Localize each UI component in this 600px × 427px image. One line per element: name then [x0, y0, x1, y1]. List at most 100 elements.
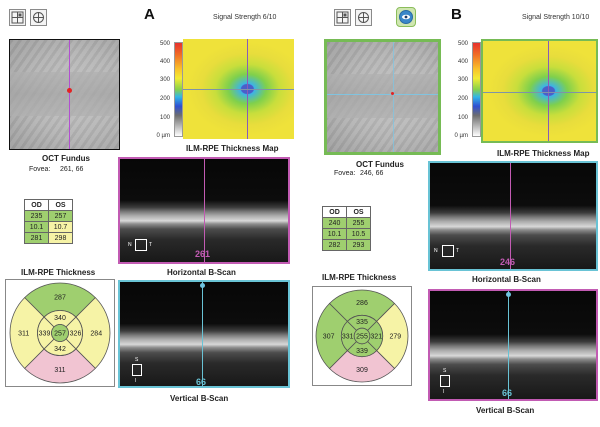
- horizontal-b-scan-label: Horizontal B-Scan: [472, 275, 541, 284]
- horizontal-b-scan[interactable]: 261 N T: [118, 157, 290, 264]
- grid-layout-button[interactable]: [334, 9, 351, 26]
- horizontal-b-scan[interactable]: 246 N T: [428, 161, 598, 271]
- etdrs-value-inner-top: 335: [356, 319, 368, 326]
- orient-temporal: T: [149, 242, 153, 248]
- ilm-rpe-thickness-map[interactable]: [183, 39, 294, 139]
- oct-fundus-image[interactable]: [324, 39, 441, 155]
- fovea-marker: [391, 92, 394, 95]
- target-view-button[interactable]: [30, 9, 47, 26]
- scale-tick: 500: [159, 41, 170, 47]
- table-cell: 235: [24, 210, 49, 222]
- etdrs-value-inner-bottom: 342: [54, 346, 66, 353]
- target-view-button[interactable]: [355, 9, 372, 26]
- etdrs-value-center: 255: [356, 334, 368, 341]
- scan-position-marker: [506, 292, 511, 297]
- target-icon: [33, 12, 44, 23]
- orientation-box: [440, 375, 450, 387]
- horizontal-b-scan-label: Horizontal B-Scan: [167, 268, 236, 277]
- fovea-label: Fovea:: [334, 170, 356, 177]
- scale-tick: 0 µm: [454, 133, 468, 139]
- vertical-scan-position: 66: [502, 388, 513, 398]
- orient-inferior: I: [135, 378, 137, 384]
- table-cell: 257: [48, 210, 73, 222]
- scale-tick: 400: [159, 59, 170, 65]
- orient-inferior: I: [443, 389, 445, 395]
- od-os-table: OD OS 235 257 10.1 10.7 281 298: [24, 199, 73, 244]
- vertical-b-scan-label: Vertical B-Scan: [170, 394, 229, 403]
- etdrs-value-outer-left: 307: [323, 334, 335, 341]
- od-os-table: OD OS 240 255 10.1 10.5 282 293: [322, 206, 371, 251]
- horizontal-scan-line: [393, 42, 394, 152]
- scale-tick: 200: [457, 96, 468, 102]
- etdrs-grid-frame: 287 311 311 284 340 342 339 326 257: [5, 279, 115, 387]
- etdrs-value-center: 257: [54, 331, 66, 338]
- target-icon: [358, 12, 369, 23]
- table-cell: 281: [24, 232, 49, 244]
- oct-fundus-image[interactable]: [9, 39, 120, 150]
- orientation-box: [135, 239, 147, 251]
- table-cell: 10.1: [24, 221, 49, 233]
- etdrs-value-inner-right: 326: [70, 331, 82, 338]
- table-cell: 298: [48, 232, 73, 244]
- panel-letter: A: [144, 6, 155, 23]
- ilm-rpe-thickness-label: ILM-RPE Thickness: [322, 273, 397, 282]
- vertical-b-scan-label: Vertical B-Scan: [476, 406, 535, 415]
- etdrs-center-sector: [51, 324, 69, 342]
- table-header: OD: [24, 199, 49, 211]
- scale-tick: 500: [457, 41, 468, 47]
- grid-layout-button[interactable]: [9, 9, 26, 26]
- panel-letter: B: [451, 6, 462, 23]
- orient-nasal: N: [128, 242, 132, 248]
- etdrs-value-outer-top: 286: [356, 300, 368, 307]
- vertical-b-scan[interactable]: 66 S I: [428, 289, 598, 401]
- fovea-marker: [67, 88, 72, 93]
- signal-strength: Signal Strength 10/10: [522, 14, 590, 21]
- orientation-box: [442, 245, 454, 257]
- eye-badge-icon: [399, 10, 413, 24]
- grid-layout-icon: [336, 11, 349, 24]
- scale-tick: 100: [159, 115, 170, 121]
- table-cell: 240: [322, 217, 347, 229]
- scale-tick: 300: [159, 77, 170, 83]
- scale-tick: 300: [457, 77, 468, 83]
- table-cell: 282: [322, 239, 347, 251]
- etdrs-value-outer-right: 284: [90, 331, 102, 338]
- table-header: OS: [346, 206, 371, 218]
- orient-superior: S: [443, 368, 447, 374]
- thickness-color-scale: [472, 42, 481, 137]
- thickness-color-scale: [174, 42, 183, 137]
- orient-temporal: T: [456, 248, 460, 254]
- scale-tick: 200: [159, 96, 170, 102]
- scale-tick: 100: [457, 115, 468, 121]
- table-cell: 255: [346, 217, 371, 229]
- fovea-value: 246, 66: [360, 170, 384, 177]
- horizontal-scan-position: 261: [195, 249, 211, 259]
- scale-tick: 400: [457, 59, 468, 65]
- panel-a: A Signal Strength 6/10 OCT Fundus Fovea:…: [0, 0, 296, 427]
- grid-layout-icon: [11, 11, 24, 24]
- thickness-map-label: ILM-RPE Thickness Map: [497, 149, 590, 158]
- etdrs-value-outer-top: 287: [54, 294, 66, 301]
- ilm-rpe-thickness-map[interactable]: [481, 39, 598, 143]
- etdrs-value-inner-left: 339: [39, 331, 51, 338]
- vertical-scan-position: 66: [196, 377, 207, 387]
- oct-fundus-label: OCT Fundus: [356, 160, 404, 169]
- etdrs-value-outer-bottom: 309: [356, 367, 368, 374]
- fovea-value: 261, 66: [60, 166, 84, 173]
- table-cell: 10.5: [346, 228, 371, 240]
- vertical-b-scan[interactable]: 66 S I: [118, 280, 290, 388]
- etdrs-value-inner-bottom: 339: [356, 348, 368, 355]
- table-header: OD: [322, 206, 347, 218]
- etdrs-center-sector: [353, 327, 371, 345]
- etdrs-value-outer-left: 311: [18, 331, 29, 338]
- horizontal-scan-line: [69, 40, 70, 149]
- etdrs-thickness-grid[interactable]: 287 311 311 284 340 342 339 326 257: [6, 280, 114, 386]
- ilm-rpe-thickness-label: ILM-RPE Thickness: [21, 268, 96, 277]
- etdrs-value-inner-top: 340: [54, 315, 66, 322]
- signal-strength: Signal Strength 6/10: [213, 14, 277, 21]
- table-cell: 293: [346, 239, 371, 251]
- eye-badge-button[interactable]: [396, 7, 416, 27]
- orientation-box: [132, 364, 142, 376]
- panel-b: B Signal Strength 10/10 OCT Fundus Fovea…: [304, 0, 600, 427]
